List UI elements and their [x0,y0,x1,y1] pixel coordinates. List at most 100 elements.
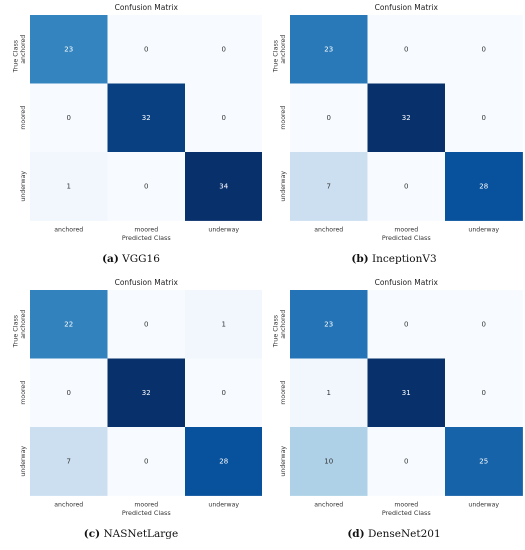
cell-value-d-0-2: 0 [482,321,486,329]
cell-value-d-1-2: 0 [482,389,486,397]
cell-b-2-2 [445,152,523,221]
cell-value-b-1-0: 0 [327,114,331,122]
y-tick-c-2: underway [20,446,27,477]
x-axis-label-b: Predicted Class [382,234,432,242]
x-tick-a-0: anchored [54,227,83,234]
x-tick-d-0: anchored [314,502,343,509]
y-tick-d-0: anchored [280,310,287,339]
caption-a: (a) VGG16 [0,253,262,265]
cell-d-1-0 [290,358,368,428]
cell-b-2-0 [290,152,368,221]
cell-d-0-1 [367,290,446,359]
cell-value-a-2-2: 34 [219,183,228,191]
caption-letter-d: (d) [347,528,365,540]
cell-a-0-0 [30,15,108,84]
cell-d-0-2 [445,290,523,359]
chart-title-b: Confusion Matrix [375,3,439,12]
confusion-matrix-b: Confusion Matrix 23 0 0 0 32 0 7 0 28 anchored moor… [272,3,523,242]
cell-value-b-0-2: 0 [482,46,486,54]
x-tick-b-0: anchored [314,227,343,234]
x-tick-d-2: underway [468,502,499,509]
cell-d-0-0 [290,290,368,359]
x-tick-c-2: underway [208,502,239,509]
cell-value-d-2-0: 10 [324,458,333,466]
cell-value-d-1-1: 31 [402,389,411,397]
cell-value-c-1-2: 0 [222,389,226,397]
cell-value-d-1-0: 1 [327,389,331,397]
cell-d-2-2 [445,427,523,496]
x-axis-label-d: Predicted Class [382,509,432,517]
y-tick-a-0: anchored [20,35,27,64]
cell-value-a-1-2: 0 [222,114,226,122]
y-tick-c-1: moored [20,381,27,405]
cell-value-c-0-0: 22 [64,321,73,329]
caption-d: (d) DenseNet201 [263,528,525,540]
cell-b-1-1 [367,83,446,153]
cell-a-2-0 [30,152,108,221]
cell-b-1-0 [290,83,368,153]
y-tick-d-2: underway [280,446,287,477]
cell-c-2-2 [185,427,262,496]
cell-b-0-0 [290,15,368,84]
cell-value-a-0-1: 0 [144,46,148,54]
cell-c-1-0 [30,358,108,428]
caption-letter-a: (a) [102,253,119,265]
cell-value-a-0-2: 0 [222,46,226,54]
cell-value-b-1-1: 32 [402,114,411,122]
y-tick-d-1: moored [280,381,287,405]
y-tick-a-1: moored [20,106,27,130]
cell-b-2-1 [367,152,446,221]
cell-value-b-2-0: 7 [327,183,331,191]
caption-c: (c) NASNetLarge [0,528,262,540]
cell-value-b-1-2: 0 [482,114,486,122]
cell-value-c-1-1: 32 [142,389,151,397]
cell-value-d-0-0: 23 [324,321,333,329]
cell-value-c-2-0: 7 [67,458,71,466]
cell-value-a-1-1: 32 [142,114,151,122]
chart-title-a: Confusion Matrix [115,3,179,12]
x-tick-b-1: moored [394,227,418,234]
cell-c-0-2 [185,290,262,359]
cell-b-0-1 [367,15,446,84]
confusion-matrix-a: Confusion Matrix 23 0 0 0 32 0 1 0 34 anchored moor… [12,3,262,242]
panel-c: Confusion Matrix 22 0 1 0 32 0 7 0 28 anchored moor… [0,275,262,550]
cell-value-c-2-2: 28 [219,458,228,466]
panel-a: Confusion Matrix 23 0 0 0 32 0 1 0 34 anchored moor… [0,0,262,275]
cell-a-0-2 [185,15,262,84]
cell-value-c-0-1: 0 [144,321,148,329]
cell-value-d-0-1: 0 [404,321,408,329]
cell-value-d-2-1: 0 [404,458,408,466]
panel-d: Confusion Matrix 23 0 0 1 31 0 10 0 25 anchored moo… [263,275,525,550]
cell-a-2-1 [107,152,186,221]
cell-d-1-2 [445,358,523,428]
cell-b-0-2 [445,15,523,84]
y-tick-b-0: anchored [280,35,287,64]
x-tick-c-1: moored [134,502,158,509]
caption-name-b: InceptionV3 [371,253,437,265]
x-axis-label-a: Predicted Class [122,234,172,242]
x-tick-a-2: underway [208,227,239,234]
chart-title-d: Confusion Matrix [375,278,439,287]
cell-c-1-1 [107,358,186,428]
cell-value-b-0-0: 23 [324,46,333,54]
cell-a-0-1 [107,15,186,84]
y-axis-label-c: True Class [12,314,20,348]
caption-letter-b: (b) [351,253,369,265]
cell-value-a-2-1: 0 [144,183,148,191]
panel-b: Confusion Matrix 23 0 0 0 32 0 7 0 28 anchored moor… [263,0,525,275]
cell-c-2-0 [30,427,108,496]
caption-letter-c: (c) [83,528,101,540]
cell-a-1-2 [185,83,262,153]
confusion-matrix-c: Confusion Matrix 22 0 1 0 32 0 7 0 28 anchored moor… [12,278,262,517]
cell-value-b-2-2: 28 [479,183,488,191]
y-tick-b-1: moored [280,106,287,130]
cell-d-2-1 [367,427,446,496]
cell-a-1-1 [107,83,186,153]
caption-name-d: DenseNet201 [367,528,441,540]
cell-value-a-0-0: 23 [64,46,73,54]
caption-name-a: VGG16 [122,253,160,265]
cell-c-0-1 [107,290,186,359]
cell-d-2-0 [290,427,368,496]
x-axis-label-c: Predicted Class [122,509,172,517]
y-tick-a-2: underway [20,171,27,202]
